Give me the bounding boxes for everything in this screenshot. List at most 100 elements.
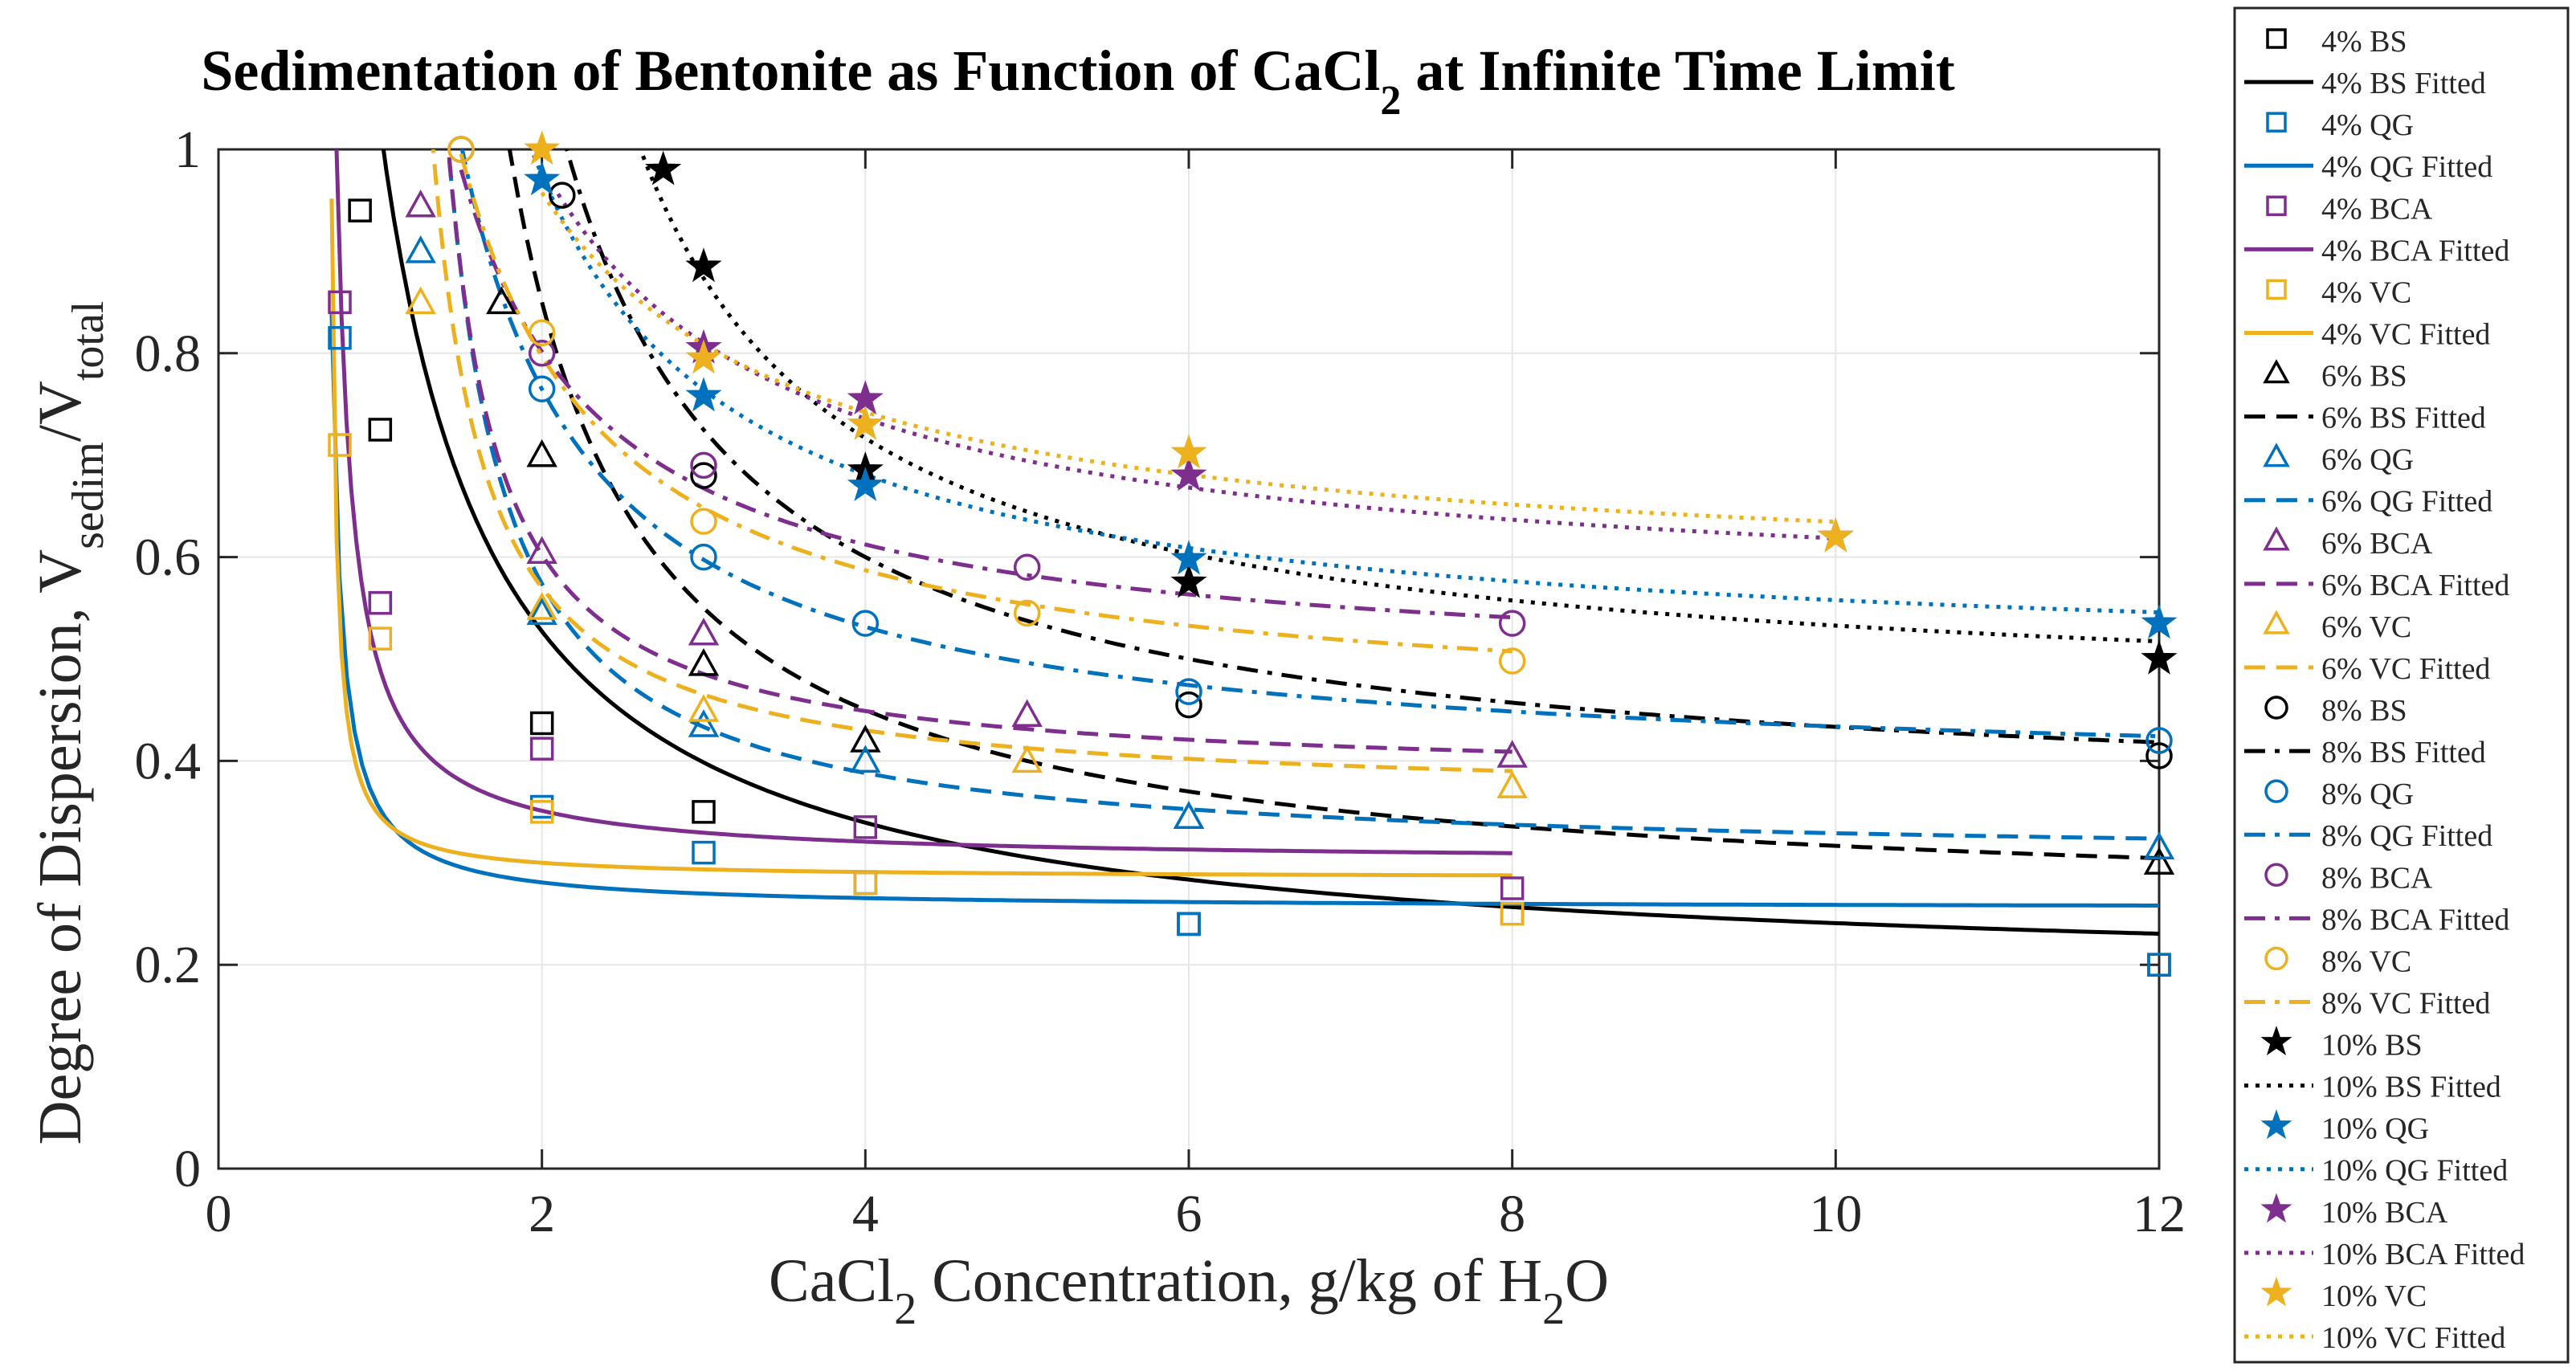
x-tick-label-6: 12 <box>2133 1185 2186 1243</box>
point-6pct-qg-1 <box>526 597 557 626</box>
point-6pct-qg-2 <box>688 709 720 737</box>
point-4pct-bca-0 <box>328 290 352 315</box>
legend-8pct-bs-label: 8% BS <box>2321 694 2407 728</box>
legend-4pct-bca-fitted-label: 4% BCA Fitted <box>2321 234 2509 267</box>
point-6pct-bs-5 <box>2143 847 2175 875</box>
legend-10pct-vc-fitted-label: 10% VC Fitted <box>2321 1321 2505 1355</box>
y-axis-label-sub-2: total <box>63 301 113 382</box>
x-tick-label-3: 6 <box>1176 1185 1202 1243</box>
y-tick-label-1: 0.2 <box>135 936 202 994</box>
fit-line-6pct-bs <box>507 149 2159 860</box>
point-8pct-vc-3 <box>1013 599 1041 627</box>
chart-title-main: Sedimentation of Bentonite as Function o… <box>201 39 1380 103</box>
legend-8pct-bca-marker <box>2264 863 2288 887</box>
fit-line-4pct-bca <box>334 149 1513 855</box>
point-8pct-qg-3 <box>851 610 880 637</box>
point-10pct-qg-1 <box>685 377 722 412</box>
point-6pct-bs-2 <box>688 647 720 676</box>
point-6pct-qg-3 <box>850 745 881 773</box>
point-4pct-qg-3 <box>692 840 716 865</box>
legend-box <box>2233 6 2570 1364</box>
point-6pct-vc-0 <box>405 286 436 315</box>
point-4pct-vc-2 <box>529 800 554 824</box>
y-tick-label-5: 1 <box>174 120 201 179</box>
legend-6pct-bs-marker <box>2263 359 2290 384</box>
point-8pct-qg-5 <box>2145 727 2173 754</box>
grid <box>218 149 2159 1169</box>
point-4pct-qg-0 <box>328 326 352 350</box>
point-10pct-qg-3 <box>1170 540 1207 575</box>
legend-4pct-bs-fitted-label: 4% BS Fitted <box>2321 67 2486 100</box>
x-axis-label-sub-2: 2 <box>1542 1284 1565 1334</box>
legend-6pct-vc-marker <box>2263 610 2290 634</box>
x-tick-label-0: 0 <box>206 1185 232 1243</box>
point-4pct-vc-1 <box>368 626 393 651</box>
legend-4pct-vc-label: 4% VC <box>2321 275 2411 309</box>
point-6pct-bca-0 <box>405 189 436 218</box>
point-4pct-bs-3 <box>692 800 716 824</box>
point-6pct-vc-2 <box>688 694 720 722</box>
fit-line-8pct-vc <box>459 153 1513 654</box>
fit-line-8pct-bca <box>459 169 1513 620</box>
point-6pct-qg-5 <box>2143 831 2175 860</box>
legend-8pct-bca-label: 8% BCA <box>2321 861 2433 895</box>
legend-6pct-vc-label: 6% VC <box>2321 610 2411 644</box>
point-6pct-bca-3 <box>1011 699 1043 728</box>
x-axis-label: CaCl2 Concentration, g/kg of H2O <box>769 1247 1609 1334</box>
y-tick-label-0: 0 <box>174 1140 201 1198</box>
legend-6pct-bs-fitted-label: 6% BS Fitted <box>2321 402 2486 435</box>
x-tick-label-5: 10 <box>1809 1185 1862 1243</box>
point-6pct-vc-1 <box>526 592 557 620</box>
point-8pct-vc-1 <box>528 319 556 347</box>
legend-8pct-bca-fitted-label: 8% BCA Fitted <box>2321 903 2509 936</box>
legend-6pct-bca-label: 6% BCA <box>2321 527 2433 561</box>
point-4pct-bca-4 <box>1500 876 1525 900</box>
plot-area <box>328 130 2178 977</box>
fit-line-4pct-qg <box>329 314 2159 908</box>
legend-4pct-bca-marker <box>2266 195 2287 217</box>
point-6pct-bs-0 <box>486 286 517 315</box>
legend-8pct-vc-marker <box>2264 946 2288 971</box>
fit-line-10pct-vc <box>540 191 1836 524</box>
point-10pct-vc-4 <box>1817 517 1854 553</box>
point-8pct-bca-4 <box>1498 610 1526 637</box>
x-axis-label-sub-1: 2 <box>894 1284 917 1334</box>
point-6pct-vc-3 <box>1011 745 1043 773</box>
legend-8pct-qg-label: 8% QG <box>2321 777 2414 811</box>
legend-4pct-vc-marker <box>2266 279 2287 300</box>
legend-8pct-qg-fitted-label: 8% QG Fitted <box>2321 819 2492 853</box>
legend-10pct-bs-marker <box>2260 1026 2292 1056</box>
point-10pct-qg-0 <box>524 161 561 196</box>
point-4pct-bs-1 <box>368 418 393 442</box>
point-4pct-bca-1 <box>368 590 393 615</box>
point-4pct-vc-4 <box>1500 902 1525 926</box>
point-4pct-bca-3 <box>853 815 878 839</box>
legend-10pct-bs-fitted-label: 10% BS Fitted <box>2321 1071 2501 1104</box>
y-tick-label-2: 0.4 <box>135 732 202 790</box>
chart-title: Sedimentation of Bentonite as Function o… <box>201 39 1954 124</box>
point-6pct-qg-0 <box>405 235 436 263</box>
point-10pct-qg-4 <box>2141 604 2178 639</box>
legend-6pct-bca-fitted-label: 6% BCA Fitted <box>2321 569 2509 602</box>
point-4pct-vc-3 <box>853 871 878 896</box>
point-8pct-qg-2 <box>690 543 717 571</box>
point-8pct-bca-3 <box>1013 553 1041 581</box>
point-6pct-bca-4 <box>1496 740 1528 768</box>
y-axis-label-sub-1: sedim <box>63 442 113 549</box>
point-8pct-bs-2 <box>1175 691 1202 719</box>
legend-8pct-vc-fitted-label: 8% VC Fitted <box>2321 986 2490 1020</box>
legend-4pct-qg-marker <box>2266 112 2287 133</box>
point-10pct-vc-0 <box>524 130 561 165</box>
legend-6pct-bca-marker <box>2263 526 2290 551</box>
legend-6pct-qg-marker <box>2263 443 2290 467</box>
legend-8pct-qg-marker <box>2264 779 2288 803</box>
legend-10pct-vc-marker <box>2260 1276 2292 1307</box>
point-8pct-qg-1 <box>528 375 556 402</box>
point-4pct-bca-2 <box>529 737 554 761</box>
point-10pct-vc-2 <box>847 405 884 440</box>
x-tick-label-4: 8 <box>1499 1185 1525 1243</box>
point-6pct-bca-2 <box>688 617 720 646</box>
legend-10pct-qg-marker <box>2260 1109 2292 1140</box>
legend-4pct-qg-fitted-label: 4% QG Fitted <box>2321 150 2492 184</box>
